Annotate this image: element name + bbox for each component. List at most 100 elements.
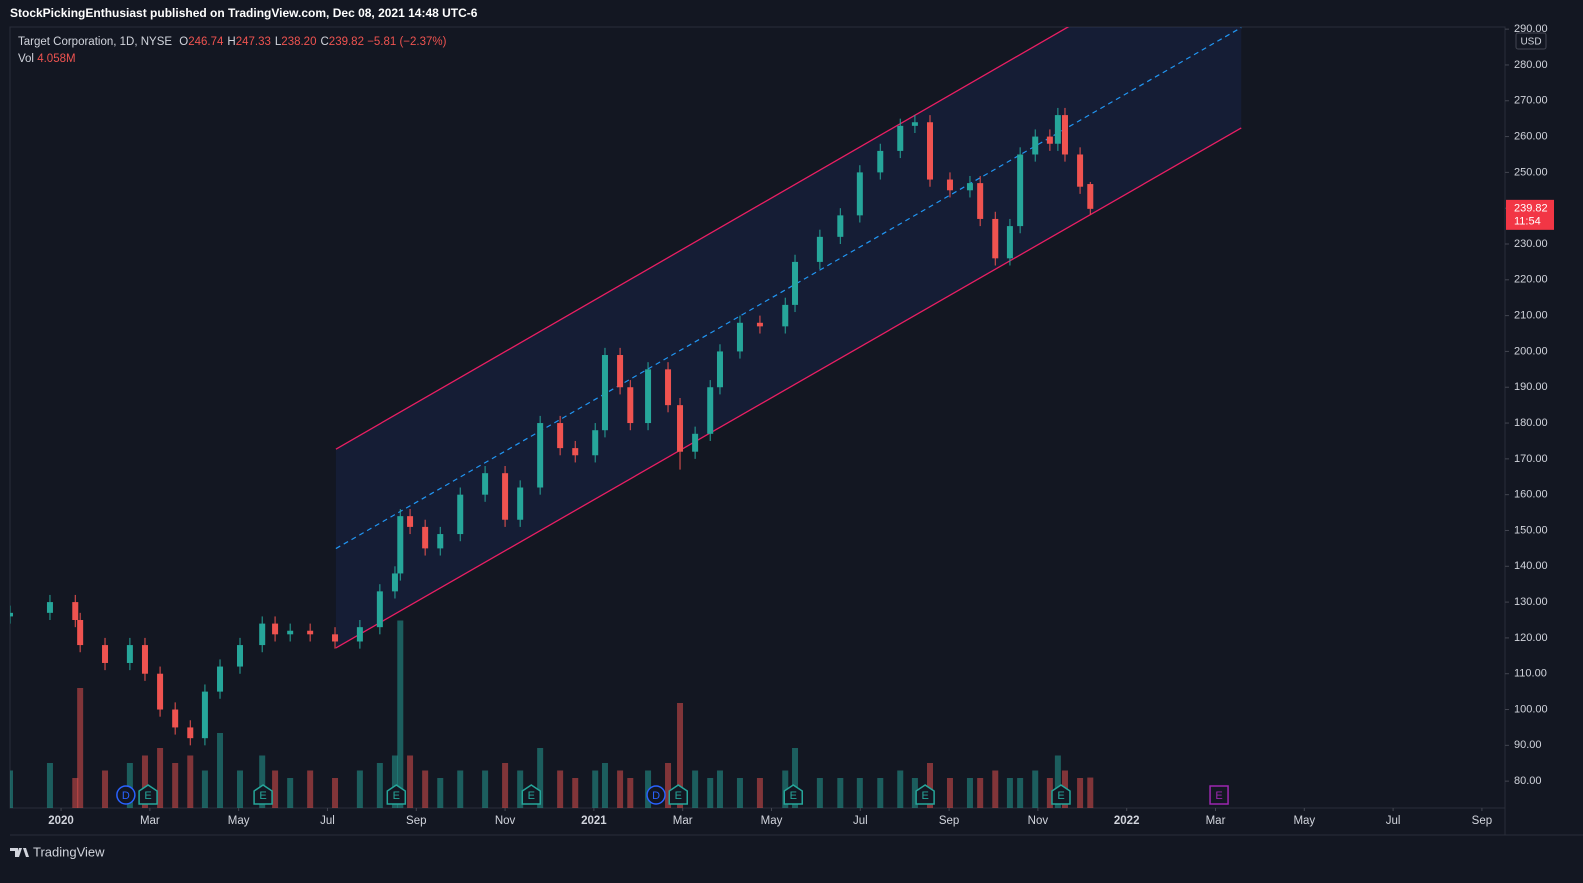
volume-bar bbox=[782, 770, 789, 808]
y-tick-label: 130.00 bbox=[1514, 596, 1548, 608]
candle-body bbox=[977, 183, 984, 219]
volume-bar bbox=[665, 763, 672, 808]
y-tick-label: 120.00 bbox=[1514, 632, 1548, 644]
plot bbox=[10, 27, 1242, 808]
volume-bar bbox=[927, 763, 933, 808]
event-badge bbox=[915, 784, 935, 805]
volume-bar bbox=[517, 770, 524, 808]
candle-body bbox=[141, 645, 148, 674]
candle-body bbox=[966, 183, 973, 191]
candle-body bbox=[677, 405, 684, 452]
event-label: D bbox=[122, 790, 130, 802]
event-badge bbox=[1051, 784, 1071, 805]
y-tick-label: 80.00 bbox=[1514, 775, 1542, 787]
candle-body bbox=[911, 122, 918, 126]
y-tick-label: 200.00 bbox=[1514, 345, 1548, 357]
candle-body bbox=[157, 673, 164, 710]
event-badge bbox=[783, 784, 803, 805]
volume-bar bbox=[877, 778, 884, 808]
y-tick-label: 260.00 bbox=[1514, 130, 1548, 142]
y-tick-label: 290.00 bbox=[1514, 23, 1548, 35]
currency: USD bbox=[1520, 37, 1541, 48]
volume-bar bbox=[692, 770, 699, 808]
x-tick-label: 2020 bbox=[48, 815, 74, 827]
volume-bar bbox=[946, 778, 953, 808]
candle-body bbox=[572, 448, 579, 456]
candle-body bbox=[407, 516, 414, 527]
candle-body bbox=[897, 125, 904, 151]
y-tick-label: 170.00 bbox=[1514, 453, 1548, 465]
volume-bar bbox=[172, 763, 179, 808]
event-badge bbox=[138, 784, 158, 805]
volume-bar bbox=[992, 770, 999, 808]
event-badge bbox=[253, 784, 273, 805]
volume-bar bbox=[1046, 778, 1053, 808]
event-label: E bbox=[393, 790, 400, 802]
price-label-box bbox=[1506, 199, 1554, 230]
y-tick-label: 280.00 bbox=[1514, 59, 1548, 71]
volume-bar bbox=[502, 763, 509, 808]
candle-body bbox=[1077, 154, 1084, 187]
x-tick-label: Jul bbox=[853, 815, 868, 827]
volume-bar bbox=[457, 770, 464, 808]
volume-bar bbox=[272, 770, 279, 808]
volume-bar bbox=[736, 778, 743, 808]
volume-bar bbox=[837, 778, 844, 808]
volume-bar bbox=[911, 778, 918, 808]
y-tick-label: 90.00 bbox=[1514, 739, 1542, 751]
candle-body bbox=[126, 645, 133, 663]
symbol: Target Corporation, 1D, NYSE bbox=[18, 36, 173, 48]
volume-bar bbox=[677, 703, 684, 808]
event-badge bbox=[646, 785, 666, 805]
candle-body bbox=[946, 179, 953, 191]
candle-body bbox=[422, 526, 429, 549]
event-badge bbox=[521, 784, 542, 805]
volume-bar bbox=[707, 778, 714, 808]
y-tick-label: 140.00 bbox=[1514, 560, 1548, 572]
field-key: L bbox=[274, 36, 282, 48]
volume-bar bbox=[237, 770, 243, 808]
volume-bar bbox=[141, 755, 148, 808]
candle-body bbox=[201, 691, 208, 739]
currency-box bbox=[1515, 32, 1547, 50]
volume-bar bbox=[1006, 778, 1013, 808]
candle-body bbox=[627, 387, 634, 424]
candle-body bbox=[457, 494, 464, 535]
candle-body bbox=[665, 369, 672, 406]
event-label: E bbox=[921, 790, 928, 802]
candle-body bbox=[77, 620, 84, 646]
candle-body bbox=[1017, 154, 1024, 227]
candle-body bbox=[736, 322, 743, 352]
x-tick-label: Jul bbox=[320, 815, 335, 827]
volume-bar bbox=[77, 688, 84, 808]
volume-bar bbox=[259, 755, 266, 808]
candle-body bbox=[707, 387, 714, 434]
y-tick-label: 100.00 bbox=[1514, 703, 1548, 715]
volume-row: Vol 4.058M bbox=[18, 51, 446, 68]
volume-bar bbox=[307, 770, 314, 808]
candle-body bbox=[397, 516, 404, 574]
field-value: 238.20 bbox=[281, 36, 317, 48]
candle-body bbox=[617, 355, 624, 388]
event-label: D bbox=[652, 790, 660, 802]
candle-body bbox=[1006, 226, 1013, 259]
candle-body bbox=[992, 218, 999, 259]
y-tick-label: 270.00 bbox=[1514, 95, 1548, 107]
volume-bar bbox=[537, 748, 544, 808]
volume-bar bbox=[482, 770, 489, 808]
volume-bar bbox=[557, 770, 564, 808]
candle-body bbox=[356, 627, 363, 642]
volume-bar bbox=[716, 770, 723, 808]
logo bbox=[10, 848, 29, 857]
event-label: E bbox=[1057, 790, 1064, 802]
field-key: C bbox=[320, 36, 329, 48]
candle-body bbox=[1087, 184, 1094, 209]
candle-body bbox=[557, 423, 564, 449]
volume-bar bbox=[617, 770, 624, 808]
field-key: O bbox=[179, 36, 189, 48]
channel-upper bbox=[335, 27, 1070, 450]
candle-body bbox=[837, 215, 844, 237]
candle-body bbox=[1054, 115, 1061, 144]
